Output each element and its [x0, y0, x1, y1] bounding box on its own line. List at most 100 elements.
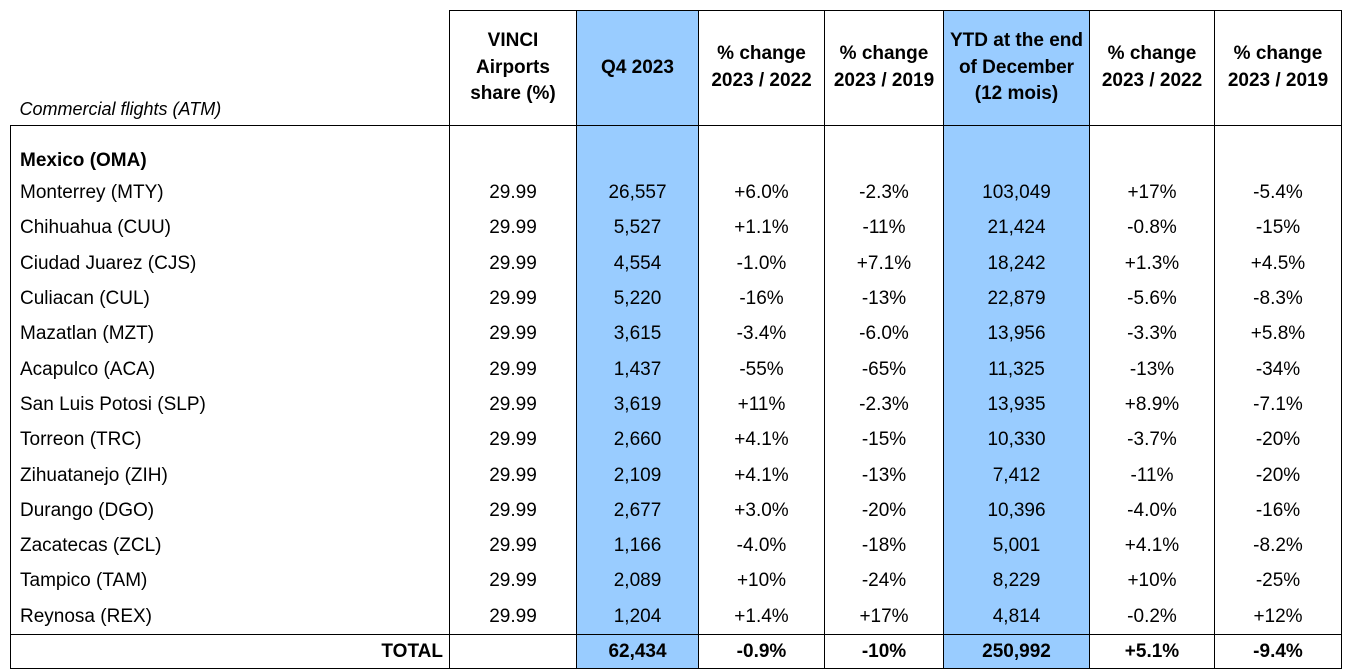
table-cell: -34%	[1214, 351, 1342, 388]
table-cell: 21,424	[943, 210, 1090, 247]
airport-name: Zacatecas (ZCL)	[10, 528, 450, 564]
table-cell: 2,089	[576, 563, 699, 600]
airport-name: Chihuahua (CUU)	[10, 210, 450, 247]
table-row: Ciudad Juarez (CJS) 29.99 4,554 -1.0% +7.1% 1…	[10, 246, 1342, 282]
table-cell: -18%	[824, 528, 944, 564]
table-cell: 29.99	[449, 599, 577, 635]
table-cell: -0.9%	[698, 634, 825, 669]
table-cell: 1,437	[576, 351, 699, 388]
table-row: Tampico (TAM) 29.99 2,089 +10% -24% 8,229 +10%…	[10, 563, 1342, 600]
table-cell	[576, 125, 699, 176]
table-cell: -25%	[1214, 563, 1342, 600]
table-cell: 1,204	[576, 599, 699, 635]
table-cell: -3.7%	[1089, 422, 1215, 458]
table-cell	[449, 125, 577, 176]
table-caption: Commercial flights (ATM)	[10, 10, 450, 126]
table-row: Acapulco (ACA) 29.99 1,437 -55% -65% 11,325 -1…	[10, 351, 1342, 388]
table-cell: 3,619	[576, 387, 699, 423]
header-ytd-change-2022: % change 2023 / 2022	[1089, 10, 1215, 126]
table-cell: 5,527	[576, 210, 699, 247]
table-cell: -20%	[1214, 457, 1342, 494]
table-cell: +11%	[698, 387, 825, 423]
table-cell: 29.99	[449, 563, 577, 600]
table-cell: +17%	[824, 599, 944, 635]
table-cell: -13%	[824, 281, 944, 317]
table-cell: -24%	[824, 563, 944, 600]
table-cell	[943, 125, 1090, 176]
airport-name: Tampico (TAM)	[10, 563, 450, 600]
group-row: Mexico (OMA)	[10, 125, 1342, 176]
table-cell: 29.99	[449, 246, 577, 282]
table-cell: +1.4%	[698, 599, 825, 635]
table-cell	[1214, 125, 1342, 176]
table-cell: -4.0%	[1089, 493, 1215, 529]
table-cell: -11%	[1089, 457, 1215, 494]
table-cell: +4.1%	[1089, 528, 1215, 564]
airport-name: Zihuatanejo (ZIH)	[10, 457, 450, 494]
table-cell: +6.0%	[698, 175, 825, 211]
table-cell	[449, 634, 577, 669]
table-cell: +17%	[1089, 175, 1215, 211]
header-q4: Q4 2023	[576, 10, 699, 126]
table-cell: 5,220	[576, 281, 699, 317]
table-cell: 103,049	[943, 175, 1090, 211]
table-row: Durango (DGO) 29.99 2,677 +3.0% -20% 10,396 -4…	[10, 493, 1342, 529]
table-cell: -16%	[1214, 493, 1342, 529]
table-cell: -13%	[824, 457, 944, 494]
table-row: Zacatecas (ZCL) 29.99 1,166 -4.0% -18% 5,001 +…	[10, 528, 1342, 564]
table-cell: -0.8%	[1089, 210, 1215, 247]
table-cell: 2,109	[576, 457, 699, 494]
table-row: San Luis Potosi (SLP) 29.99 3,619 +11% -2.3%…	[10, 387, 1342, 423]
table-cell: 13,956	[943, 316, 1090, 352]
table-cell: +8.9%	[1089, 387, 1215, 423]
table-cell: +7.1%	[824, 246, 944, 282]
header-ytd-change-2019: % change 2023 / 2019	[1214, 10, 1342, 126]
table-cell: -0.2%	[1089, 599, 1215, 635]
total-row: TOTAL 62,434 -0.9% -10% 250,992 +5.1% -9.4%	[10, 634, 1342, 669]
table-cell: -20%	[824, 493, 944, 529]
table-row: Chihuahua (CUU) 29.99 5,527 +1.1% -11% 21,424…	[10, 210, 1342, 247]
table-cell	[1089, 125, 1215, 176]
table-cell: +1.1%	[698, 210, 825, 247]
table-cell: 5,001	[943, 528, 1090, 564]
airport-name: Ciudad Juarez (CJS)	[10, 246, 450, 282]
table-cell: -8.2%	[1214, 528, 1342, 564]
header-ytd: YTD at the end of December (12 mois)	[943, 10, 1090, 126]
airport-name: Reynosa (REX)	[10, 599, 450, 635]
table-cell: -2.3%	[824, 175, 944, 211]
header-q4-change-2022: % change 2023 / 2022	[698, 10, 825, 126]
table-cell: -3.3%	[1089, 316, 1215, 352]
table-row: Monterrey (MTY) 29.99 26,557 +6.0% -2.3% 103,…	[10, 175, 1342, 211]
commercial-flights-table: Commercial flights (ATM) VINCI Airports …	[10, 10, 1342, 669]
airport-name: Monterrey (MTY)	[10, 175, 450, 211]
table-cell: -9.4%	[1214, 634, 1342, 669]
table-row: Reynosa (REX) 29.99 1,204 +1.4% +17% 4,814 -0.…	[10, 599, 1342, 635]
header-q4-change-2019: % change 2023 / 2019	[824, 10, 944, 126]
header-share: VINCI Airports share (%)	[449, 10, 577, 126]
table-row: Zihuatanejo (ZIH) 29.99 2,109 +4.1% -13% 7,41…	[10, 457, 1342, 494]
table-cell: 29.99	[449, 493, 577, 529]
table-cell: -55%	[698, 351, 825, 388]
table-cell: -11%	[824, 210, 944, 247]
table-cell: 18,242	[943, 246, 1090, 282]
table-row: Culiacan (CUL) 29.99 5,220 -16% -13% 22,879 -5…	[10, 281, 1342, 317]
table-cell: +10%	[698, 563, 825, 600]
table-row: Torreon (TRC) 29.99 2,660 +4.1% -15% 10,330 -3…	[10, 422, 1342, 458]
table-cell: 29.99	[449, 528, 577, 564]
header-row: Commercial flights (ATM) VINCI Airports …	[10, 10, 1342, 126]
table-cell: -5.6%	[1089, 281, 1215, 317]
table-cell: -1.0%	[698, 246, 825, 282]
table-cell: 22,879	[943, 281, 1090, 317]
table-cell: -13%	[1089, 351, 1215, 388]
group-label: Mexico (OMA)	[10, 125, 450, 176]
table-cell: -6.0%	[824, 316, 944, 352]
table-cell: 1,166	[576, 528, 699, 564]
table-cell: 29.99	[449, 175, 577, 211]
table-cell: +10%	[1089, 563, 1215, 600]
table-cell	[698, 125, 825, 176]
table-cell: +5.8%	[1214, 316, 1342, 352]
airport-name: Mazatlan (MZT)	[10, 316, 450, 352]
table-cell: -7.1%	[1214, 387, 1342, 423]
table-cell: 2,677	[576, 493, 699, 529]
table-cell: 29.99	[449, 281, 577, 317]
